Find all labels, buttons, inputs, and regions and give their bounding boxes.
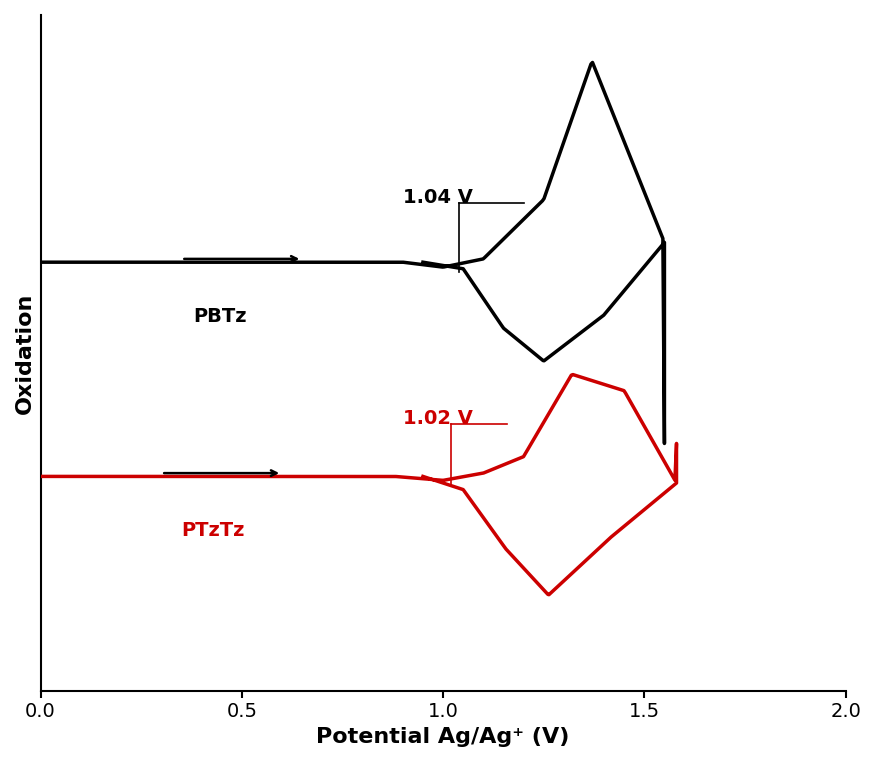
Text: PTzTz: PTzTz [181, 520, 244, 539]
Text: 1.04 V: 1.04 V [403, 188, 473, 207]
Text: 1.02 V: 1.02 V [403, 408, 473, 427]
X-axis label: Potential Ag/Ag⁺ (V): Potential Ag/Ag⁺ (V) [316, 727, 569, 747]
Y-axis label: Oxidation: Oxidation [15, 292, 35, 414]
Text: PBTz: PBTz [194, 306, 247, 325]
